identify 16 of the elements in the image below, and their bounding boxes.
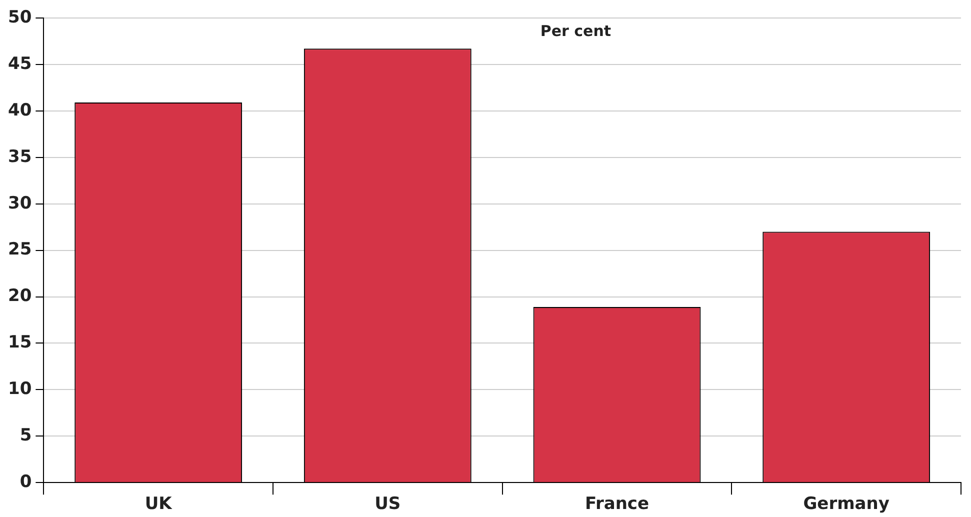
y-tick-label: 30: [8, 193, 32, 214]
y-tick-label: 50: [8, 7, 32, 28]
y-tick-label: 35: [8, 146, 32, 167]
y-axis-title: Per cent: [540, 22, 612, 40]
x-tick-label: Germany: [803, 494, 890, 514]
y-tick-label: 25: [8, 240, 32, 260]
y-tick-label: 5: [20, 426, 32, 446]
x-tick-label: US: [374, 494, 401, 514]
y-tick-label: 10: [8, 379, 32, 400]
y-tick-label: 15: [8, 332, 32, 353]
y-tick-label: 45: [8, 54, 32, 74]
y-tick-label: 20: [8, 286, 32, 306]
x-tick-label: UK: [144, 494, 173, 514]
y-tick-label: 0: [20, 472, 32, 492]
x-tick-label: France: [584, 494, 650, 514]
y-tick-label: 40: [8, 100, 32, 120]
